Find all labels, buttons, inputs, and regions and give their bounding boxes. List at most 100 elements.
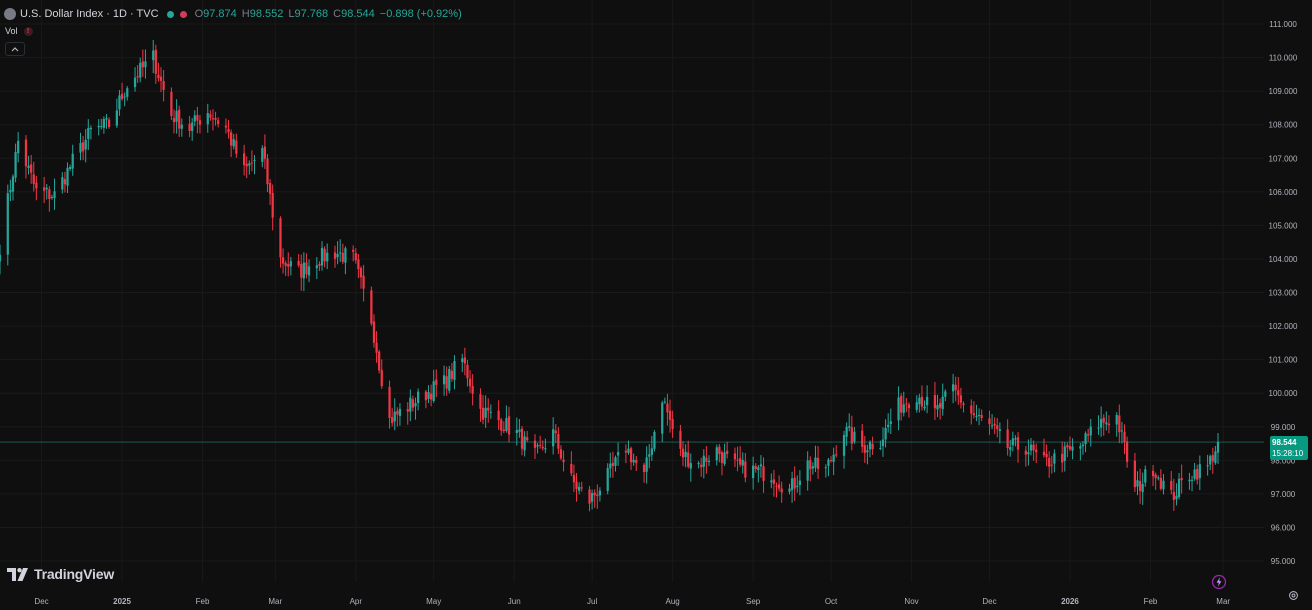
candle-body <box>318 263 321 266</box>
candle-body <box>850 427 853 444</box>
candle-body <box>770 480 773 483</box>
candle-body <box>598 490 602 496</box>
candle-body <box>263 146 267 159</box>
candle-body <box>1177 478 1181 498</box>
candle-body <box>1162 480 1165 490</box>
x-tick-label: Aug <box>666 597 680 606</box>
candle-body <box>938 403 942 408</box>
candle-body <box>1107 423 1111 426</box>
tradingview-brand[interactable]: TradingView <box>7 566 114 582</box>
candle-body <box>209 114 212 118</box>
candle-body <box>487 407 490 411</box>
candle-body <box>68 166 72 169</box>
candle-body <box>141 61 144 68</box>
candle-body <box>136 76 139 78</box>
candle-body <box>448 369 451 391</box>
candle-body <box>702 455 705 467</box>
candle-body <box>1014 438 1017 440</box>
candle-body <box>159 76 163 81</box>
candle-body <box>1066 445 1069 448</box>
x-tick-label: Dec <box>982 597 996 606</box>
candle-body <box>944 391 947 397</box>
candle-body <box>614 457 617 466</box>
y-tick-label: 101.000 <box>1269 356 1298 365</box>
candle-body <box>1032 444 1035 451</box>
candle-body <box>411 399 415 408</box>
candle-body <box>666 403 669 413</box>
candle-body <box>1133 460 1137 488</box>
candle-body <box>461 358 464 363</box>
candle-body <box>829 459 833 461</box>
candle-body <box>580 487 583 489</box>
candle-body <box>378 351 381 371</box>
candle-body <box>188 123 191 131</box>
candle-body <box>679 430 682 449</box>
candle-body <box>48 189 51 199</box>
candle-body <box>32 174 35 184</box>
candle-body <box>1170 480 1173 490</box>
bolt-icon[interactable] <box>1211 574 1227 590</box>
candle-body <box>918 397 921 405</box>
candle-body <box>515 429 518 434</box>
last-price-label: 98.544 15:28:10 <box>1270 436 1308 460</box>
candle-body <box>718 446 721 454</box>
x-axis[interactable]: Dec 2025 Feb Mar Apr May Jun Jul Aug Sep Oct Nov Dec… <box>34 597 1230 606</box>
candle-body <box>1035 449 1038 453</box>
x-tick-label: Jun <box>508 597 521 606</box>
candle-body <box>1175 495 1178 500</box>
settings-icon[interactable] <box>1288 590 1299 601</box>
candle-body <box>1138 481 1142 491</box>
candle-body <box>962 403 965 405</box>
candle-body <box>1087 434 1090 436</box>
candle-body <box>375 342 378 353</box>
chart-legend: U.S. Dollar Index · 1D · TVC O 97.874 H … <box>4 7 467 21</box>
candle-body <box>206 113 209 125</box>
candle-body <box>798 480 802 486</box>
high-value: 98.552 <box>249 8 284 20</box>
candle-body <box>79 142 82 153</box>
candle-body <box>520 428 524 449</box>
y-tick-label: 103.000 <box>1269 289 1298 298</box>
y-axis[interactable]: 95.000 96.000 97.000 98.000 99.000 100.000 101… <box>1269 20 1298 566</box>
candle-body <box>936 405 939 410</box>
candle-body <box>398 408 402 416</box>
candle-body <box>642 464 646 473</box>
change-value: −0.898 (+0.92%) <box>379 8 462 20</box>
candle-body <box>89 127 93 130</box>
candle-body <box>17 140 20 154</box>
symbol-title[interactable]: U.S. Dollar Index · 1D · TVC <box>20 8 159 20</box>
candle-body <box>333 252 337 259</box>
candle-body <box>217 120 220 124</box>
candle-body <box>663 401 666 403</box>
candle-body <box>84 139 87 150</box>
candle-body <box>653 432 656 449</box>
candle-body <box>232 139 235 147</box>
candle-body <box>871 443 874 450</box>
warning-icon[interactable]: ! <box>23 26 33 36</box>
candle-body <box>1084 433 1087 445</box>
candle-body <box>245 163 248 167</box>
grid <box>0 23 1264 562</box>
candles <box>0 39 1220 512</box>
candle-body <box>1079 446 1082 449</box>
candle-body <box>796 485 799 488</box>
candle-body <box>1154 474 1157 479</box>
candle-body <box>889 421 892 425</box>
candle-body <box>388 386 391 418</box>
candle-body <box>848 426 851 428</box>
candle-body <box>970 405 973 414</box>
candle-body <box>253 160 256 162</box>
candle-body <box>1136 480 1139 487</box>
candle-body <box>1006 429 1009 449</box>
candle-body <box>118 95 121 110</box>
candle-body <box>1198 464 1201 479</box>
candle-body <box>772 479 776 484</box>
candle-body <box>814 457 817 468</box>
candle-body <box>611 462 615 467</box>
candle-body <box>780 488 783 493</box>
volume-label[interactable]: Vol <box>5 26 18 36</box>
candle-body <box>827 459 830 466</box>
candle-body <box>289 261 292 267</box>
collapse-legend-button[interactable] <box>5 42 25 56</box>
